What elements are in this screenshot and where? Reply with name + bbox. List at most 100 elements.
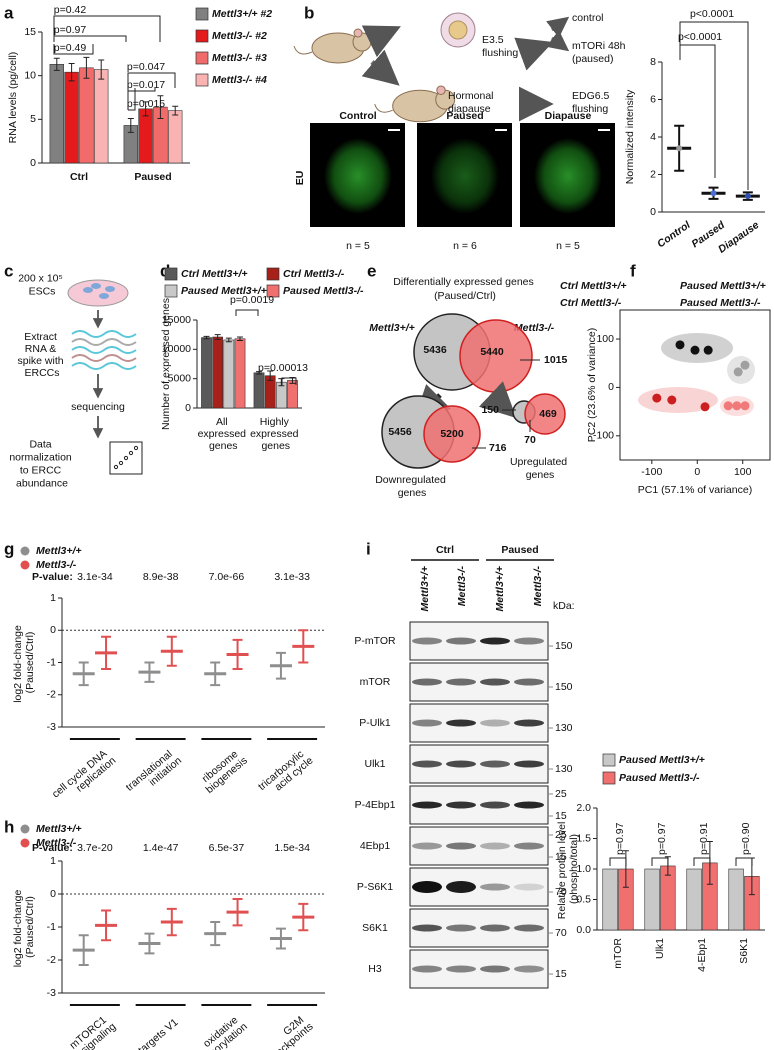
- band: [446, 760, 476, 768]
- point: [733, 367, 743, 377]
- legend-swatch: [195, 7, 209, 21]
- y-tick-label: 0: [50, 624, 56, 636]
- plot-icon-dot: [123, 455, 129, 461]
- error-bar: [172, 105, 179, 116]
- mean-dot: [744, 193, 751, 200]
- rna-strand: [71, 346, 137, 354]
- x-tick-label: G2M checkpoints: [258, 1012, 315, 1050]
- x-tick-label: All expressed genes: [198, 416, 249, 452]
- arrow: [361, 25, 401, 58]
- venn-label: Upregulated genes: [510, 456, 570, 481]
- legend-label: Paused Mettl3+/+: [680, 280, 766, 292]
- band: [412, 719, 442, 727]
- error-bar: [622, 850, 629, 888]
- annotation: p=0.97: [656, 822, 668, 855]
- y-tick-label: -100: [593, 430, 614, 442]
- y-tick-label: 10000: [162, 343, 191, 355]
- arrow: [478, 381, 517, 419]
- band: [446, 881, 476, 893]
- embryo-core: [448, 20, 468, 40]
- step-label: E3.5 flushing: [482, 34, 518, 59]
- cell-cluster: [99, 293, 109, 299]
- band: [480, 842, 510, 850]
- legend-swatch: [266, 284, 280, 298]
- p-value: 3.1e-33: [274, 571, 310, 583]
- band: [412, 801, 442, 809]
- x-tick-label: Paused: [134, 171, 171, 183]
- band: [412, 842, 442, 850]
- point: [740, 401, 750, 411]
- y-tick-label: -3: [47, 987, 56, 999]
- x-tick-label: Ctrl: [70, 171, 88, 183]
- y-axis-label: Number of expressed genes: [160, 298, 172, 430]
- legend-label: Ctrl Mettl3-/-: [560, 297, 622, 309]
- venn-count: 5436: [423, 344, 447, 356]
- bracket: [235, 309, 259, 316]
- band: [480, 637, 510, 645]
- bracket: [53, 35, 127, 42]
- image-title: Diapause: [545, 110, 592, 122]
- y-tick-label: 0: [650, 206, 656, 218]
- stain-label: EU: [294, 171, 306, 186]
- point: [732, 401, 742, 411]
- annotation: p=0.90: [740, 822, 752, 855]
- y-tick-label: 100: [596, 333, 614, 345]
- panel-label: a: [4, 3, 14, 22]
- band: [480, 678, 510, 686]
- annotation: p=0.42: [54, 4, 87, 16]
- rna-strand: [71, 362, 137, 370]
- rna-strand: [71, 330, 137, 338]
- n-label: n = 6: [453, 240, 477, 252]
- bracket: [651, 857, 669, 866]
- venn-count: 5456: [388, 426, 412, 438]
- error-bar: [203, 335, 210, 340]
- annotation: p=0.91: [698, 822, 710, 855]
- bar: [602, 868, 618, 931]
- point: [740, 360, 750, 370]
- point: [675, 340, 685, 350]
- x-tick-label: 100: [734, 466, 752, 478]
- x-tick-label: Ulk1: [654, 938, 666, 959]
- image-title: Paused: [446, 110, 483, 122]
- mean-dot: [710, 190, 717, 197]
- legend-swatch: [20, 824, 30, 834]
- panel-label: b: [304, 3, 314, 22]
- legend-swatch: [602, 753, 616, 767]
- error-bar: [278, 378, 285, 387]
- row-label: S6K1: [362, 922, 388, 934]
- p-value: 3.1e-34: [77, 571, 113, 583]
- step-label: mTORi 48h (paused): [572, 40, 628, 65]
- venn-count: 5200: [440, 428, 464, 440]
- band: [514, 965, 544, 973]
- error-bar: [256, 371, 263, 375]
- mean-dot: [676, 145, 683, 152]
- row-label: mTOR: [360, 676, 391, 688]
- x-tick-label: 4-Ebp1: [696, 938, 708, 972]
- band: [514, 760, 544, 768]
- kda-value: 70: [555, 927, 567, 939]
- y-axis-label: RNA levels (pg/cell): [7, 52, 19, 144]
- cell-cluster: [91, 283, 101, 289]
- point: [690, 345, 700, 355]
- y-tick-label: -1: [47, 921, 56, 933]
- band: [446, 965, 476, 973]
- y-tick-label: 0: [185, 402, 191, 414]
- legend-swatch: [266, 267, 280, 281]
- bar: [79, 67, 94, 164]
- n-label: n = 5: [346, 240, 370, 252]
- band: [412, 760, 442, 768]
- y-tick-label: 5: [30, 113, 36, 125]
- error-bar: [68, 62, 75, 82]
- panel-label: f: [630, 261, 636, 280]
- y-tick-label: 2: [650, 168, 656, 180]
- y-tick-label: 0.0: [576, 924, 591, 936]
- y-tick-label: 10: [24, 69, 36, 81]
- embryo-signal: [534, 138, 602, 214]
- bar: [686, 868, 702, 931]
- y-tick-label: 1: [50, 592, 56, 604]
- annotation: p=0.97: [54, 24, 87, 36]
- plot-icon-dot: [113, 464, 119, 470]
- x-tick-label: tricarboxylic acid cycle: [256, 746, 316, 801]
- row-label: P-S6K1: [357, 881, 393, 893]
